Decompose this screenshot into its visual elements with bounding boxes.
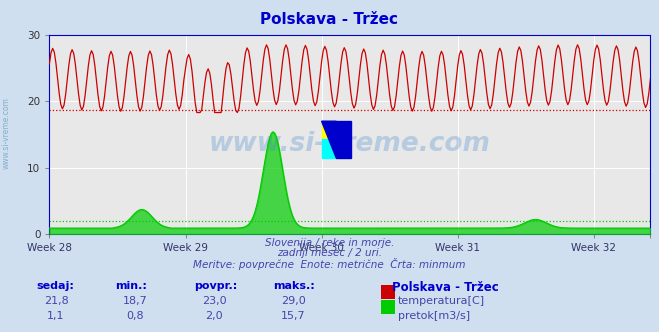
Text: temperatura[C]: temperatura[C] bbox=[398, 296, 485, 306]
Text: maks.:: maks.: bbox=[273, 281, 315, 290]
Bar bbox=[336, 121, 351, 158]
Text: 29,0: 29,0 bbox=[281, 296, 306, 306]
Text: pretok[m3/s]: pretok[m3/s] bbox=[398, 311, 470, 321]
Text: min.:: min.: bbox=[115, 281, 147, 290]
Text: www.si-vreme.com: www.si-vreme.com bbox=[209, 131, 491, 157]
Text: povpr.:: povpr.: bbox=[194, 281, 238, 290]
Text: sedaj:: sedaj: bbox=[36, 281, 74, 290]
Text: Polskava - Tržec: Polskava - Tržec bbox=[260, 12, 399, 27]
Text: Slovenija / reke in morje.: Slovenija / reke in morje. bbox=[265, 238, 394, 248]
Text: 18,7: 18,7 bbox=[123, 296, 148, 306]
Text: Polskava - Tržec: Polskava - Tržec bbox=[392, 281, 499, 293]
Text: www.si-vreme.com: www.si-vreme.com bbox=[2, 97, 11, 169]
Bar bbox=[322, 139, 336, 158]
Text: 0,8: 0,8 bbox=[127, 311, 144, 321]
Text: zadnji mesec / 2 uri.: zadnji mesec / 2 uri. bbox=[277, 248, 382, 258]
Text: Meritve: povprečne  Enote: metrične  Črta: minmum: Meritve: povprečne Enote: metrične Črta:… bbox=[193, 258, 466, 270]
Text: 1,1: 1,1 bbox=[47, 311, 65, 321]
Text: 15,7: 15,7 bbox=[281, 311, 306, 321]
Bar bbox=[322, 121, 336, 139]
Polygon shape bbox=[322, 121, 336, 158]
Text: 2,0: 2,0 bbox=[206, 311, 223, 321]
Text: 21,8: 21,8 bbox=[43, 296, 69, 306]
Text: 23,0: 23,0 bbox=[202, 296, 227, 306]
